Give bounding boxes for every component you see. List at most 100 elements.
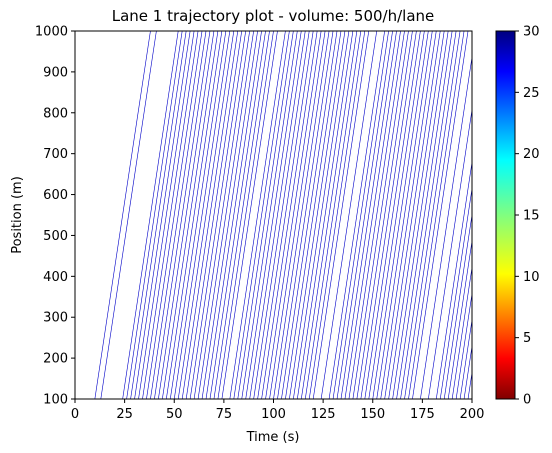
trajectory-line (150, 31, 207, 399)
trajectory-line (328, 31, 385, 399)
trajectory-line (376, 31, 433, 399)
trajectory-line (384, 31, 441, 399)
trajectory-line (181, 31, 239, 399)
trajectory-line (435, 160, 472, 399)
y-tick-label: 700 (43, 147, 68, 162)
x-tick-label: 75 (216, 407, 233, 422)
trajectory-line (209, 31, 266, 399)
trajectory-line (459, 318, 472, 399)
trajectory-line (396, 31, 453, 399)
colorbar (495, 30, 516, 400)
trajectory-line (94, 31, 151, 399)
trajectory-line (356, 31, 413, 399)
trajectory-line (408, 31, 465, 399)
trajectory-line (193, 31, 250, 399)
trajectory-line (360, 31, 417, 399)
trajectory-line (134, 31, 191, 399)
trajectory-line (122, 31, 179, 399)
y-tick-label: 500 (43, 229, 68, 244)
trajectory-line (166, 31, 223, 399)
trajectory-line (447, 239, 472, 399)
trajectory-line (249, 31, 306, 399)
chart-title: Lane 1 trajectory plot - volume: 500/h/l… (112, 7, 435, 25)
trajectory-line (237, 31, 294, 399)
colorbar-tick-label: 15 (523, 209, 540, 224)
trajectory-line (253, 31, 310, 399)
y-axis-label: Position (m) (10, 176, 25, 254)
trajectory-line (261, 31, 318, 399)
trajectory-line (320, 31, 378, 399)
y-tick-label: 600 (43, 188, 68, 203)
x-axis-label: Time (s) (246, 430, 300, 445)
trajectory-line (138, 31, 195, 399)
trajectory-line (372, 31, 429, 399)
trajectory-line (205, 31, 262, 399)
x-tick-label: 100 (261, 407, 286, 422)
trajectory-line (269, 31, 326, 399)
x-tick-label: 175 (410, 407, 435, 422)
trajectory-line (412, 31, 469, 399)
trajectory-line (100, 31, 157, 399)
x-tick-label: 200 (460, 407, 485, 422)
trajectory-line (197, 31, 254, 399)
trajectory-line (185, 31, 243, 399)
trajectory-line (273, 31, 330, 399)
x-tick-label: 50 (166, 407, 183, 422)
trajectory-line (277, 31, 334, 399)
x-tick-label: 25 (116, 407, 133, 422)
trajectory-line (265, 31, 322, 399)
trajectory-line (177, 31, 235, 399)
y-tick-label: 400 (43, 270, 68, 285)
trajectory-line (312, 31, 370, 399)
trajectory-line (146, 31, 203, 399)
trajectory-line (368, 31, 425, 399)
trajectory-line (189, 31, 247, 399)
trajectory-line (439, 186, 472, 399)
x-tick-label: 125 (311, 407, 336, 422)
trajectory-line (169, 31, 227, 399)
trajectory-line (217, 31, 274, 399)
colorbar-tick-label: 30 (523, 25, 540, 40)
trajectory-line (304, 31, 362, 399)
colorbar-ticks: 0 5 10 15 20 25 30 (515, 25, 540, 408)
y-tick-label: 200 (43, 352, 68, 367)
trajectory-line (380, 31, 437, 399)
trajectory-line (336, 31, 393, 399)
trajectory-line (364, 31, 421, 399)
trajectory-line (162, 31, 219, 399)
y-tick-label: 800 (43, 106, 68, 121)
y-tick-label: 1000 (35, 25, 68, 40)
trajectory-line (289, 31, 346, 399)
colorbar-tick-label: 5 (523, 331, 531, 346)
trajectory-line (332, 31, 389, 399)
trajectory-line (229, 31, 286, 399)
y-tick-label: 900 (43, 65, 68, 80)
trajectory-line (428, 107, 472, 399)
trajectory-line (455, 291, 472, 399)
trajectory-line (142, 31, 199, 399)
trajectory-line (221, 31, 278, 399)
y-tick-label: 100 (43, 393, 68, 408)
trajectory-line (451, 265, 472, 399)
trajectory-line (404, 31, 461, 399)
trajectory-line (400, 31, 457, 399)
trajectory-line (388, 31, 445, 399)
trajectory-line (241, 31, 298, 399)
x-tick-label: 150 (360, 407, 385, 422)
trajectory-line (392, 31, 449, 399)
trajectory-lines (94, 31, 472, 399)
trajectory-line (257, 31, 314, 399)
x-axis-ticks: 0 25 50 75 100 125 150 175 200 (71, 399, 485, 422)
trajectory-line (130, 31, 187, 399)
colorbar-tick-label: 0 (523, 393, 531, 408)
trajectory-line (348, 31, 405, 399)
colorbar-tick-label: 20 (523, 147, 540, 162)
trajectory-line (420, 55, 472, 399)
trajectory-line (126, 31, 183, 399)
y-tick-label: 300 (43, 311, 68, 326)
y-axis-ticks: 100 200 300 400 500 600 700 800 900 1000 (35, 25, 75, 408)
trajectory-line (213, 31, 270, 399)
trajectory-line (245, 31, 302, 399)
colorbar-tick-label: 10 (523, 270, 540, 285)
